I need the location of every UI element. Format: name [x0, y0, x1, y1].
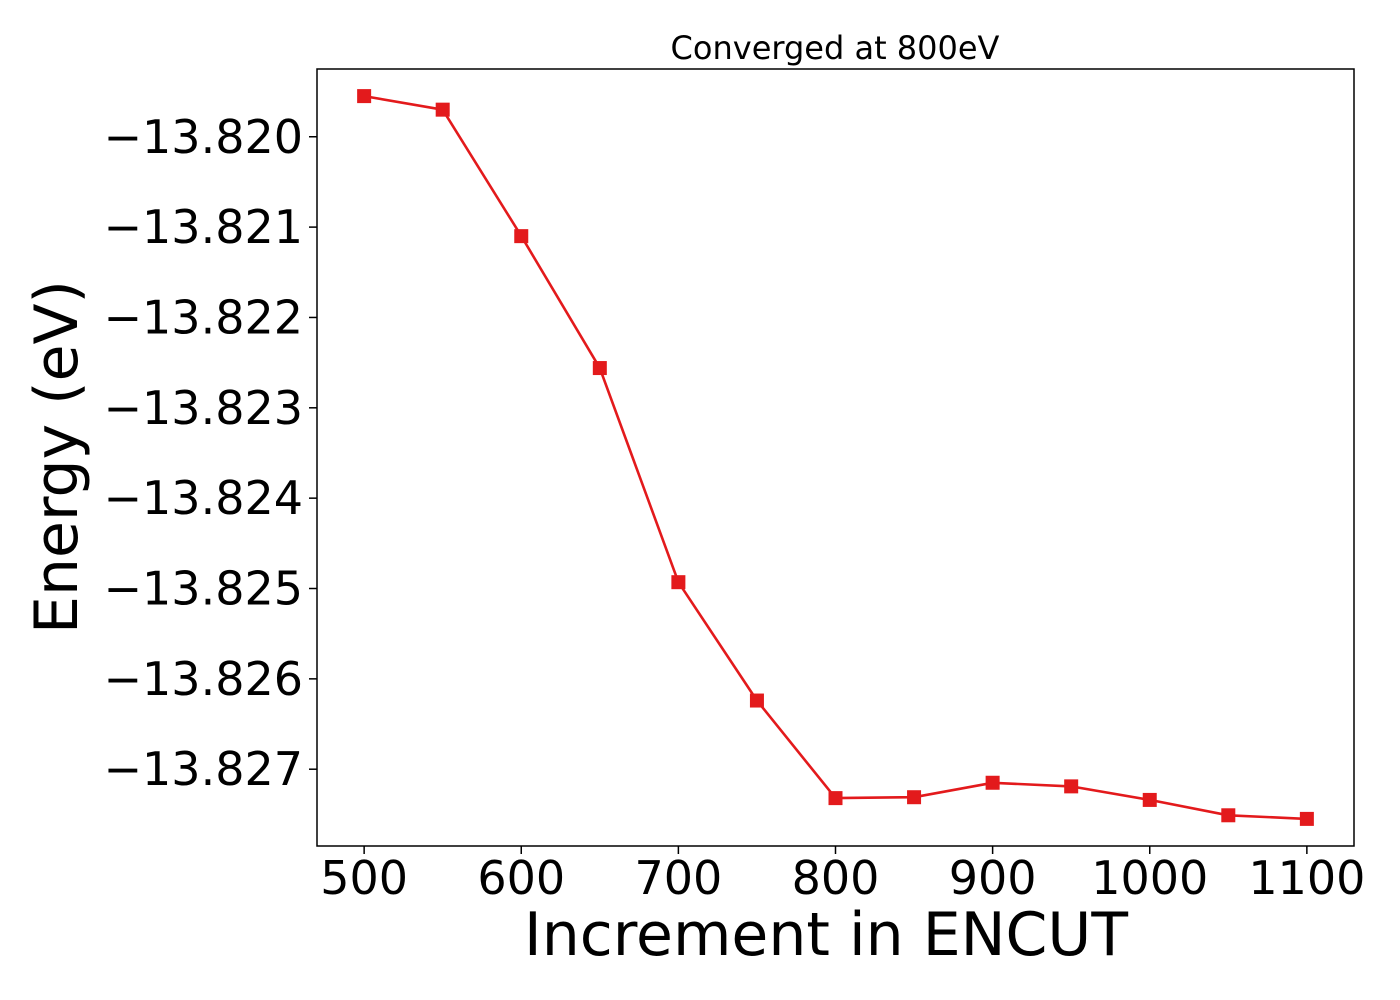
y-tick-label: −13.825 [104, 562, 304, 616]
x-tick-label: 900 [949, 851, 1037, 905]
y-tick-label: −13.824 [104, 471, 304, 525]
x-tick-label: 600 [477, 851, 565, 905]
chart-title: Converged at 800eV [671, 29, 1000, 67]
data-point [828, 791, 843, 806]
x-tick-label: 500 [320, 851, 408, 905]
data-point [671, 575, 686, 590]
data-point [1142, 792, 1157, 807]
data-point [592, 361, 607, 376]
x-tick-label: 800 [792, 851, 880, 905]
data-point [985, 775, 1000, 790]
plot-frame [316, 68, 1355, 847]
data-point [749, 693, 764, 708]
y-tick-label: −13.822 [104, 290, 304, 344]
y-tick-label: −13.827 [104, 742, 304, 796]
y-axis: −13.820 −13.821 −13.822 −13.823 −13.824 −13.8… [104, 110, 317, 796]
x-tick-label: 1100 [1248, 851, 1365, 905]
data-point [1221, 808, 1236, 823]
x-tick-label: 700 [634, 851, 722, 905]
data-point [907, 790, 922, 805]
series-line [363, 94, 1307, 821]
data-point [514, 229, 529, 244]
data-point [1299, 811, 1314, 826]
y-axis-label: Energy (eV) [22, 280, 92, 634]
y-tick-label: −13.826 [104, 652, 304, 706]
x-axis-label: Increment in ENCUT [524, 900, 1128, 970]
series-group [357, 89, 1314, 826]
x-axis: 500 600 700 800 900 1000 1100 [320, 846, 1365, 905]
y-tick-label: −13.820 [104, 110, 304, 164]
y-tick-label: −13.823 [104, 381, 304, 435]
data-point [1064, 779, 1079, 794]
data-point [435, 102, 450, 117]
data-point [357, 89, 372, 104]
x-tick-label: 1000 [1091, 851, 1208, 905]
y-tick-label: −13.821 [104, 200, 304, 254]
